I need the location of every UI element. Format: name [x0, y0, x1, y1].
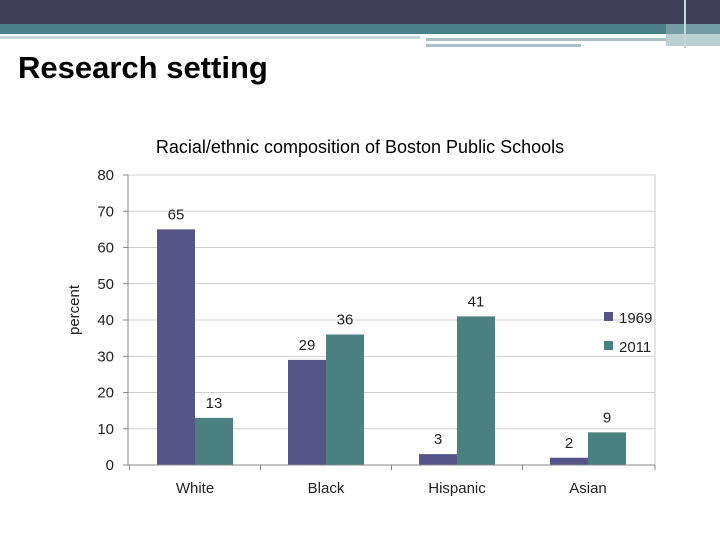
- data-label: 41: [468, 293, 485, 310]
- slide-title: Research setting: [18, 50, 268, 85]
- header-accent-band: [0, 24, 720, 34]
- bar-2011-hispanic: [457, 316, 495, 465]
- y-tick-label: 60: [97, 240, 114, 257]
- bar-2011-black: [326, 334, 364, 465]
- bar-1969-hispanic: [419, 454, 457, 465]
- decorative-line: [0, 36, 420, 39]
- y-tick-label: 20: [97, 385, 114, 402]
- y-tick-label: 0: [106, 457, 114, 474]
- y-tick-label: 40: [97, 312, 114, 329]
- y-tick-label: 80: [97, 167, 114, 184]
- bar-1969-asian: [550, 457, 588, 465]
- chart-title: Racial/ethnic composition of Boston Publ…: [155, 137, 565, 157]
- decorative-corner: [666, 24, 720, 46]
- decorative-line: [684, 0, 686, 48]
- y-tick-label: 50: [97, 276, 114, 293]
- data-label: 13: [206, 395, 223, 412]
- data-label: 65: [168, 206, 185, 223]
- bar-2011-asian: [588, 432, 626, 465]
- y-tick-label: 70: [97, 203, 114, 220]
- data-label: 2: [565, 435, 573, 452]
- legend-label: 2011: [619, 339, 651, 356]
- x-tick-label: Black: [308, 480, 345, 497]
- legend-swatch-2011: [604, 341, 613, 350]
- data-label: 36: [337, 312, 354, 329]
- bar-1969-white: [157, 229, 195, 465]
- data-label: 29: [299, 337, 316, 354]
- header-band: [0, 0, 720, 24]
- x-tick-label: Hispanic: [428, 480, 486, 497]
- x-tick-label: White: [176, 480, 214, 497]
- legend-label: 1969: [619, 310, 652, 327]
- data-label: 9: [603, 409, 611, 426]
- bar-1969-black: [288, 359, 326, 465]
- y-tick-label: 10: [97, 421, 114, 438]
- y-tick-label: 30: [97, 348, 114, 365]
- decorative-line: [426, 38, 666, 41]
- decorative-line: [426, 44, 581, 47]
- data-label: 3: [434, 431, 442, 448]
- legend-swatch-1969: [604, 312, 613, 321]
- x-tick-label: Asian: [569, 480, 607, 497]
- y-axis-title: percent: [66, 284, 83, 335]
- bar-2011-white: [195, 417, 233, 465]
